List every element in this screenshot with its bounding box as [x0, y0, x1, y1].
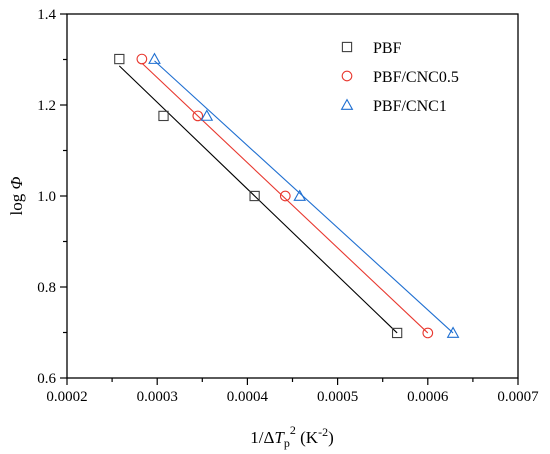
legend-label-pbf: PBF — [373, 40, 402, 57]
x-axis-title: 1/ΔTp2 (K-2) — [250, 423, 334, 450]
y-tick-label: 1.4 — [37, 7, 56, 23]
x-tick-label: 0.0005 — [317, 389, 358, 405]
data-markers — [114, 52, 460, 339]
y-tick-label: 0.6 — [37, 371, 56, 387]
x-tick-label: 0.0007 — [497, 389, 539, 405]
legend-label-pbf-cnc0-5: PBF/CNC0.5 — [373, 69, 459, 86]
data-point-pbf-cnc0-5 — [192, 110, 204, 122]
legend-marker-pbf-cnc0-5 — [341, 70, 353, 82]
x-axis: 0.0002 0.0003 0.0004 0.0005 0.0006 0.0007 — [46, 378, 539, 405]
data-point-pbf-cnc0-5 — [279, 190, 291, 202]
data-point-pbf — [114, 53, 125, 65]
legend: PBF PBF/CNC0.5 PBF/CNC1 — [340, 40, 459, 115]
fit-line-pbf-cnc0-5 — [141, 62, 429, 334]
data-point-pbf-cnc1 — [200, 109, 214, 121]
fit-line-pbf — [118, 65, 398, 334]
data-point-pbf — [391, 327, 403, 339]
legend-marker-pbf — [341, 41, 353, 53]
x-tick-label: 0.0006 — [407, 389, 449, 405]
x-tick-label: 0.0002 — [46, 389, 87, 405]
y-tick-label: 1.0 — [37, 189, 56, 205]
x-tick-label: 0.0004 — [227, 389, 269, 405]
data-point-pbf — [158, 110, 169, 122]
y-axis-title: log Φ — [7, 176, 26, 215]
y-axis: 0.6 0.8 1.0 1.2 1.4 — [37, 7, 67, 387]
data-point-pbf-cnc0-5 — [136, 53, 148, 65]
data-point-pbf-cnc1 — [148, 52, 161, 64]
legend-marker-pbf-cnc1 — [340, 98, 354, 110]
data-point-pbf — [249, 190, 260, 202]
y-tick-label: 0.8 — [37, 280, 56, 296]
y-tick-label: 1.2 — [37, 98, 56, 114]
legend-label-pbf-cnc1: PBF/CNC1 — [373, 98, 447, 115]
data-point-pbf-cnc1 — [293, 189, 307, 201]
data-point-pbf-cnc0-5 — [422, 327, 434, 339]
data-point-pbf-cnc1 — [446, 326, 460, 338]
x-tick-label: 0.0003 — [137, 389, 178, 405]
